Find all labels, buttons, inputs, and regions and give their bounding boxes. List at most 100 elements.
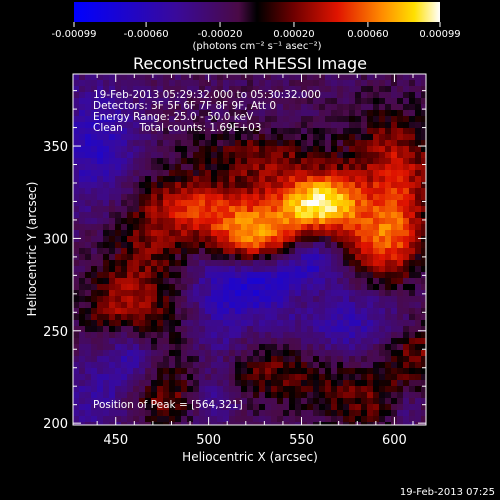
image-pixel — [337, 98, 344, 105]
image-pixel — [187, 392, 194, 399]
image-pixel — [133, 98, 140, 105]
image-pixel — [223, 116, 230, 123]
image-pixel — [253, 344, 260, 351]
image-pixel — [163, 242, 170, 249]
image-pixel — [259, 284, 266, 291]
image-pixel — [361, 182, 368, 189]
image-pixel — [367, 326, 374, 333]
image-pixel — [229, 200, 236, 207]
image-pixel — [325, 128, 332, 135]
image-pixel — [115, 398, 122, 405]
image-pixel — [313, 362, 320, 369]
image-pixel — [307, 422, 314, 425]
image-pixel — [193, 350, 200, 357]
image-pixel — [241, 242, 248, 249]
image-pixel — [403, 134, 410, 141]
image-pixel — [253, 380, 260, 387]
image-pixel — [211, 92, 218, 99]
image-pixel — [253, 104, 260, 111]
image-pixel — [151, 92, 158, 99]
image-pixel — [295, 266, 302, 273]
image-pixel — [265, 152, 272, 159]
image-pixel — [361, 134, 368, 141]
image-pixel — [229, 350, 236, 357]
image-pixel — [127, 86, 134, 93]
image-pixel — [355, 122, 362, 129]
image-pixel — [145, 404, 152, 411]
image-pixel — [241, 338, 248, 345]
image-pixel — [421, 92, 426, 99]
image-pixel — [103, 260, 110, 267]
image-pixel — [181, 272, 188, 279]
image-pixel — [151, 230, 158, 237]
image-pixel — [151, 218, 158, 225]
image-pixel — [385, 254, 392, 261]
image-pixel — [373, 344, 380, 351]
image-pixel — [91, 398, 98, 405]
image-pixel — [337, 308, 344, 315]
image-pixel — [361, 308, 368, 315]
image-pixel — [397, 152, 404, 159]
image-pixel — [343, 320, 350, 327]
image-pixel — [361, 290, 368, 297]
image-pixel — [163, 404, 170, 411]
image-pixel — [277, 242, 284, 249]
image-pixel — [271, 170, 278, 177]
image-pixel — [397, 134, 404, 141]
image-pixel — [73, 356, 80, 363]
image-pixel — [289, 152, 296, 159]
image-pixel — [109, 74, 116, 81]
image-pixel — [295, 296, 302, 303]
image-pixel — [409, 122, 416, 129]
image-pixel — [241, 404, 248, 411]
image-pixel — [145, 122, 152, 129]
image-pixel — [133, 230, 140, 237]
image-pixel — [169, 422, 176, 425]
image-pixel — [289, 212, 296, 219]
image-pixel — [271, 362, 278, 369]
image-pixel — [259, 362, 266, 369]
image-pixel — [343, 278, 350, 285]
image-pixel — [127, 134, 134, 141]
image-pixel — [259, 86, 266, 93]
image-pixel — [301, 110, 308, 117]
image-pixel — [349, 176, 356, 183]
image-pixel — [259, 224, 266, 231]
image-pixel — [151, 224, 158, 231]
image-pixel — [103, 122, 110, 129]
image-pixel — [415, 284, 422, 291]
image-pixel — [139, 104, 146, 111]
image-pixel — [103, 134, 110, 141]
image-pixel — [109, 152, 116, 159]
image-pixel — [277, 326, 284, 333]
image-pixel — [325, 140, 332, 147]
image-pixel — [415, 374, 422, 381]
footer-timestamp: 19-Feb-2013 07:25 — [400, 487, 495, 498]
image-pixel — [187, 320, 194, 327]
image-pixel — [247, 368, 254, 375]
image-pixel — [301, 284, 308, 291]
image-pixel — [133, 92, 140, 99]
image-pixel — [175, 302, 182, 309]
image-pixel — [109, 194, 116, 201]
info-line-detectors: Detectors: 3F 5F 6F 7F 8F 9F, Att 0 — [93, 100, 276, 112]
image-pixel — [343, 224, 350, 231]
image-pixel — [85, 350, 92, 357]
image-pixel — [127, 272, 134, 279]
image-pixel — [373, 374, 380, 381]
image-pixel — [121, 350, 128, 357]
image-pixel — [115, 104, 122, 111]
image-pixel — [379, 188, 386, 195]
image-pixel — [343, 110, 350, 117]
image-pixel — [229, 374, 236, 381]
image-pixel — [265, 80, 272, 87]
image-pixel — [181, 122, 188, 129]
image-pixel — [253, 362, 260, 369]
image-pixel — [325, 80, 332, 87]
image-pixel — [319, 86, 326, 93]
image-pixel — [325, 302, 332, 309]
x-axis-tick-label: 450 — [103, 433, 128, 448]
image-pixel — [349, 230, 356, 237]
image-pixel — [391, 86, 398, 93]
image-pixel — [409, 368, 416, 375]
